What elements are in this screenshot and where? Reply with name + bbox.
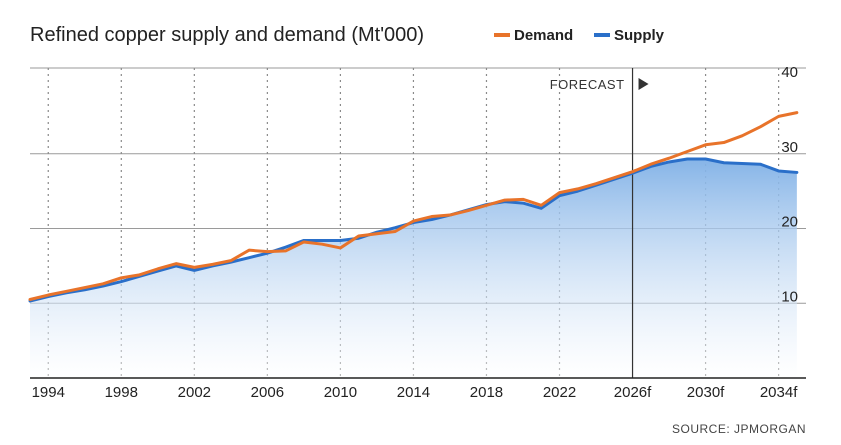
forecast-label: FORECAST: [550, 77, 625, 92]
x-tick-1998: 1998: [105, 384, 138, 401]
legend-demand-label: Demand: [514, 27, 573, 44]
chart-title: Refined copper supply and demand (Mt'000…: [30, 24, 424, 46]
x-tick-1994: 1994: [32, 384, 65, 401]
series-line-demand: [28, 111, 799, 302]
y-tick-labels: 10 20 30 40: [781, 64, 798, 305]
x-tick-2002: 2002: [178, 384, 211, 401]
forecast-arrow-icon: [638, 78, 649, 90]
x-tick-2018: 2018: [470, 384, 503, 401]
y-tick-20: 20: [781, 214, 798, 231]
source-note: SOURCE: JPMORGAN: [672, 422, 806, 436]
x-tick-2026f: 2026f: [614, 384, 652, 401]
legend-supply-label: Supply: [614, 27, 665, 44]
series-lines: [28, 111, 799, 303]
y-tick-30: 30: [781, 139, 798, 156]
supply-area: [30, 158, 797, 378]
x-tick-2022: 2022: [543, 384, 576, 401]
y-tick-40: 40: [781, 64, 798, 81]
x-tick-labels: 1994 1998 2002 2006 2010 2014 2018 2022 2026f 203…: [32, 384, 799, 401]
x-tick-2010: 2010: [324, 384, 357, 401]
x-tick-2030f: 2030f: [687, 384, 725, 401]
forecast-marker: FORECAST: [550, 68, 649, 378]
x-tick-2006: 2006: [251, 384, 284, 401]
x-tick-2034f: 2034f: [760, 384, 798, 401]
x-tick-2014: 2014: [397, 384, 430, 401]
y-tick-10: 10: [781, 288, 798, 305]
